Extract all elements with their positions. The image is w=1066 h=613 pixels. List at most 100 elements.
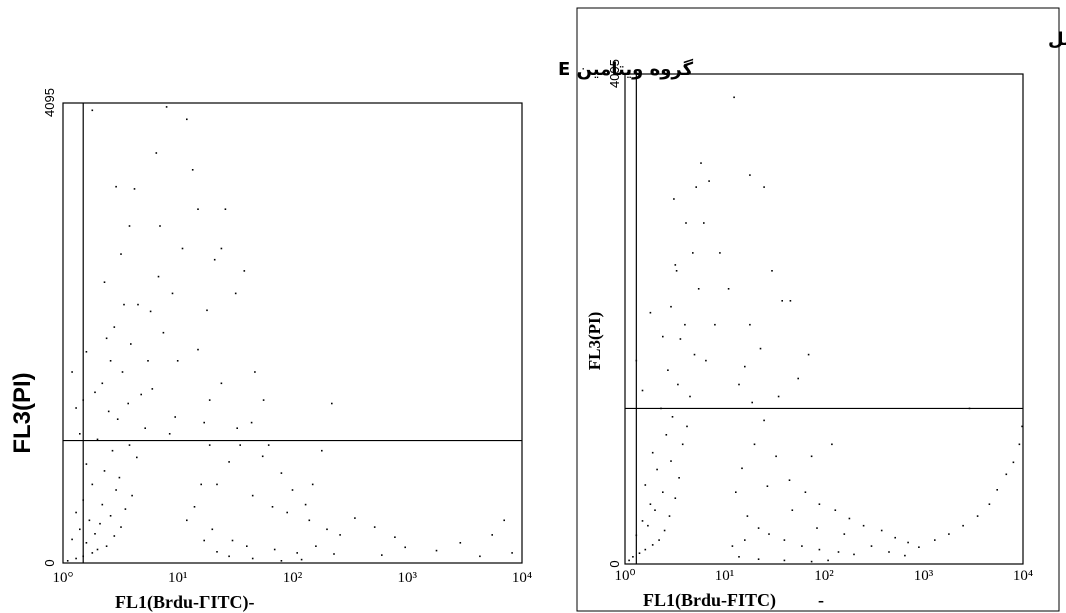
left-y-tick-label: 0	[42, 559, 57, 566]
right-scatter-point	[662, 491, 664, 493]
left-scatter-point	[286, 511, 288, 514]
left-scatter-point	[251, 494, 254, 497]
right-scatter-point	[674, 264, 677, 266]
right-scatter-point	[697, 288, 700, 290]
left-scatter-point	[203, 421, 205, 424]
left-y-tick-labels: 0 4095	[42, 88, 57, 567]
left-scatter-point	[123, 303, 125, 306]
right-scatter-point	[837, 551, 840, 553]
right-scatter-point	[632, 556, 634, 558]
right-scatter-point	[801, 545, 803, 547]
left-scatter-point	[459, 542, 462, 544]
left-scatter-point	[94, 533, 96, 535]
left-scatter-point	[144, 427, 146, 429]
left-scatter-point	[280, 472, 283, 474]
right-scatter-point	[834, 509, 837, 511]
left-scatter-point	[168, 433, 171, 435]
left-scatter-point	[203, 539, 205, 542]
left-scatter-point	[101, 382, 104, 385]
left-scatter-point	[213, 258, 216, 261]
left-plot-frame	[62, 102, 523, 564]
right-scatter-point	[738, 383, 740, 386]
right-scatter-point	[988, 503, 991, 505]
left-scatter-point	[174, 416, 176, 418]
left-scatter-point	[373, 526, 376, 528]
left-scatter-point	[354, 517, 356, 519]
right-scatter-point	[810, 455, 813, 458]
right-x-tick-labels: 10⁰ 10¹ 10² 10³ 10⁴	[614, 568, 1033, 584]
left-scatter-point	[271, 506, 274, 508]
right-scatter-point	[810, 560, 813, 563]
right-scatter-point	[934, 539, 936, 541]
left-scatter-point	[85, 463, 88, 465]
right-scatter-point	[641, 520, 644, 522]
right-scatter-point	[843, 533, 846, 535]
left-scatter-point	[171, 292, 174, 295]
right-scatter-point	[744, 539, 746, 541]
left-scatter-point	[262, 399, 265, 401]
left-scatter-point	[211, 528, 214, 531]
right-scatter-point	[685, 222, 687, 224]
left-chart-title: گروه ویتامین E	[558, 58, 694, 80]
right-panel-border	[576, 7, 1060, 612]
right-scatter-point	[733, 96, 735, 99]
right-scatter-point	[1005, 473, 1008, 476]
left-scatter-point	[243, 270, 246, 272]
right-scatter-point	[673, 198, 675, 200]
left-scatter-point	[206, 309, 208, 312]
right-scatter-point	[753, 443, 756, 446]
left-scatter-point	[105, 337, 108, 340]
right-scatter-point	[674, 497, 677, 499]
left-scatter-point	[191, 169, 194, 171]
right-scatter-point	[783, 559, 786, 562]
right-x-axis-label: FL1(Brdu-FITC)	[643, 590, 776, 611]
left-x-tick-labels: 10° 10¹ 10² 10³ 10⁴	[53, 570, 533, 586]
right-y-tick-labels: 0 4095	[607, 59, 622, 568]
right-scatter-point	[757, 527, 760, 529]
right-scatter-point	[749, 323, 751, 326]
right-scatter-point	[1012, 461, 1015, 464]
left-scatter-point	[71, 371, 73, 373]
left-y-tick-label: 4095	[42, 88, 57, 117]
left-scatter-point	[113, 535, 116, 537]
right-scatter-point	[918, 546, 920, 548]
left-scatter-point	[181, 247, 184, 250]
left-scatter-point	[75, 557, 77, 560]
left-scatter-point	[103, 470, 106, 472]
left-scatter-point	[231, 539, 234, 542]
right-scatter-point	[818, 548, 821, 551]
left-scatter-point	[503, 519, 505, 522]
right-scatter-point	[675, 270, 678, 272]
right-scatter-point	[735, 491, 737, 493]
left-scatter-point	[234, 292, 237, 295]
left-x-tick-label: 10⁴	[512, 570, 532, 586]
left-scatter-point	[85, 351, 88, 353]
left-scatter-point	[315, 545, 317, 547]
right-scatter-point	[996, 489, 998, 491]
left-scatter-point	[128, 225, 131, 227]
left-scatter-point	[331, 402, 333, 405]
left-scatter-point	[321, 449, 323, 452]
left-scatter-point	[162, 331, 165, 334]
right-scatter-point	[695, 186, 697, 188]
left-scatter-point	[159, 225, 161, 227]
right-scatter-point	[662, 335, 664, 338]
left-x-tick-label: 10¹	[168, 570, 188, 586]
left-scatter-point	[130, 343, 132, 345]
left-scatter-point	[79, 433, 81, 435]
right-scatter-point	[746, 515, 749, 517]
right-scatter-point	[708, 180, 710, 182]
right-scatter-point	[692, 252, 694, 254]
left-scatter-point	[71, 538, 73, 541]
left-scatter-point	[394, 536, 396, 538]
right-scatter-point	[741, 467, 743, 470]
right-x-tick-label: 10¹	[715, 568, 735, 584]
left-scatter-point	[239, 444, 241, 446]
right-scatter-point	[649, 311, 652, 314]
left-scatter-point	[96, 548, 99, 551]
right-scatter-point	[681, 443, 684, 446]
right-y-tick-label: 4095	[607, 59, 622, 88]
left-scatter-point	[79, 528, 81, 531]
